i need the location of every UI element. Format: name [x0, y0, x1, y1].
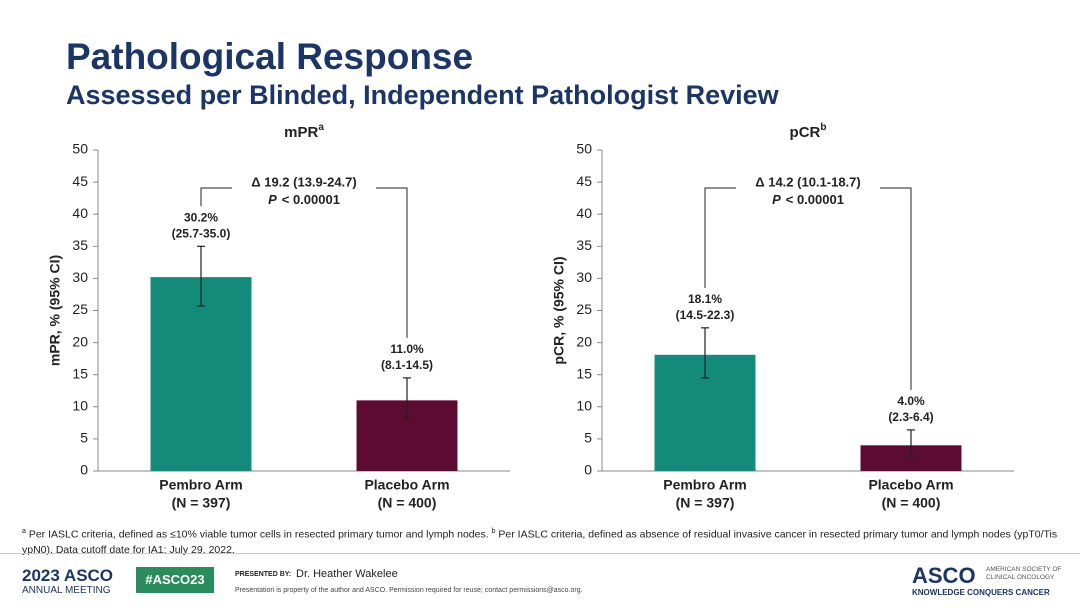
meeting-year: 2023 ASCO	[22, 566, 114, 585]
chart-title-text: mPR	[284, 124, 318, 141]
bar	[150, 277, 252, 471]
chart-title-text: pCR	[790, 124, 821, 141]
y-tick-label: 40	[72, 205, 88, 221]
y-tick-label: 0	[584, 462, 592, 478]
chart-title: pCRb	[790, 122, 827, 141]
y-tick-label: 15	[72, 365, 88, 381]
y-tick-label: 5	[584, 430, 592, 446]
footnote-marker: b	[491, 528, 496, 535]
y-tick-label: 30	[72, 269, 88, 285]
asco-logo: ASCO	[912, 563, 976, 588]
chart-title: mPRa	[284, 122, 324, 141]
value-label: 18.1%	[688, 292, 722, 306]
slide-title: Pathological Response	[66, 36, 474, 77]
presenter: Dr. Heather Wakelee	[296, 568, 398, 580]
y-tick-label: 50	[576, 141, 592, 157]
chart-title-superscript: a	[318, 122, 324, 133]
y-tick-label: 40	[576, 205, 592, 221]
y-tick-label: 25	[576, 301, 592, 317]
x-tick-sublabel: (N = 400)	[882, 495, 941, 511]
y-tick-label: 20	[72, 333, 88, 349]
y-axis-label: mPR, % (95% CI)	[47, 255, 63, 366]
ci-label: (8.1-14.5)	[381, 358, 433, 372]
y-tick-label: 5	[80, 430, 88, 446]
y-tick-label: 10	[72, 398, 88, 414]
tagline: KNOWLEDGE CONQUERS CANCER	[912, 588, 1050, 597]
p-symbol: P	[268, 192, 277, 207]
society-name: AMERICAN SOCIETY OF CLINICAL ONCOLOGY	[986, 566, 1062, 581]
y-tick-label: 50	[72, 141, 88, 157]
presented-by: PRESENTED BY:	[235, 571, 292, 578]
delta-label: Δ 19.2 (13.9-24.7)	[251, 174, 356, 189]
footnote-text: Per IASLC criteria, defined as ≤10% viab…	[28, 528, 489, 541]
y-tick-label: 25	[72, 301, 88, 317]
bracket	[200, 187, 408, 338]
ci-label: (25.7-35.0)	[172, 226, 231, 240]
y-tick-label: 35	[72, 237, 88, 253]
x-tick-label: Pembro Arm	[159, 477, 243, 493]
ci-label: (14.5-22.3)	[676, 308, 735, 322]
x-tick-sublabel: (N = 397)	[172, 495, 231, 511]
delta-label: Δ 14.2 (10.1-18.7)	[755, 174, 860, 189]
x-tick-label: Placebo Arm	[868, 477, 953, 493]
value-label: 11.0%	[390, 342, 424, 356]
y-axis-label: pCR, % (95% CI)	[551, 256, 567, 364]
y-tick-label: 0	[80, 462, 88, 478]
p-text: < 0.00001	[282, 192, 340, 207]
p-text: < 0.00001	[786, 192, 844, 207]
hashtag: #ASCO23	[136, 567, 214, 593]
y-tick-label: 20	[576, 333, 592, 349]
x-tick-sublabel: (N = 400)	[378, 495, 437, 511]
disclaimer: Presentation is property of the author a…	[235, 587, 583, 594]
y-tick-label: 45	[576, 173, 592, 189]
x-tick-label: Placebo Arm	[364, 477, 449, 493]
y-tick-label: 15	[576, 365, 592, 381]
ci-label: (2.3-6.4)	[888, 410, 933, 424]
y-tick-label: 35	[576, 237, 592, 253]
p-value: P < 0.00001	[268, 192, 340, 207]
bracket	[704, 187, 912, 390]
chart-title-superscript: b	[820, 122, 826, 133]
slide-subtitle: Assessed per Blinded, Independent Pathol…	[66, 80, 779, 110]
footnote-marker: a	[22, 528, 26, 535]
y-tick-label: 30	[576, 269, 592, 285]
x-tick-sublabel: (N = 397)	[676, 495, 735, 511]
x-tick-label: Pembro Arm	[663, 477, 747, 493]
p-value: P < 0.00001	[772, 192, 844, 207]
value-label: 4.0%	[897, 394, 925, 408]
y-tick-label: 10	[576, 398, 592, 414]
value-label: 30.2%	[184, 210, 218, 224]
meeting-name: ANNUAL MEETING	[22, 585, 111, 596]
divider	[0, 553, 1080, 554]
p-symbol: P	[772, 192, 781, 207]
footnote: a Per IASLC criteria, defined as ≤10% vi…	[22, 524, 1062, 558]
y-tick-label: 45	[72, 173, 88, 189]
footnote-text: Per IASLC criteria, defined as absence o…	[22, 528, 1058, 556]
